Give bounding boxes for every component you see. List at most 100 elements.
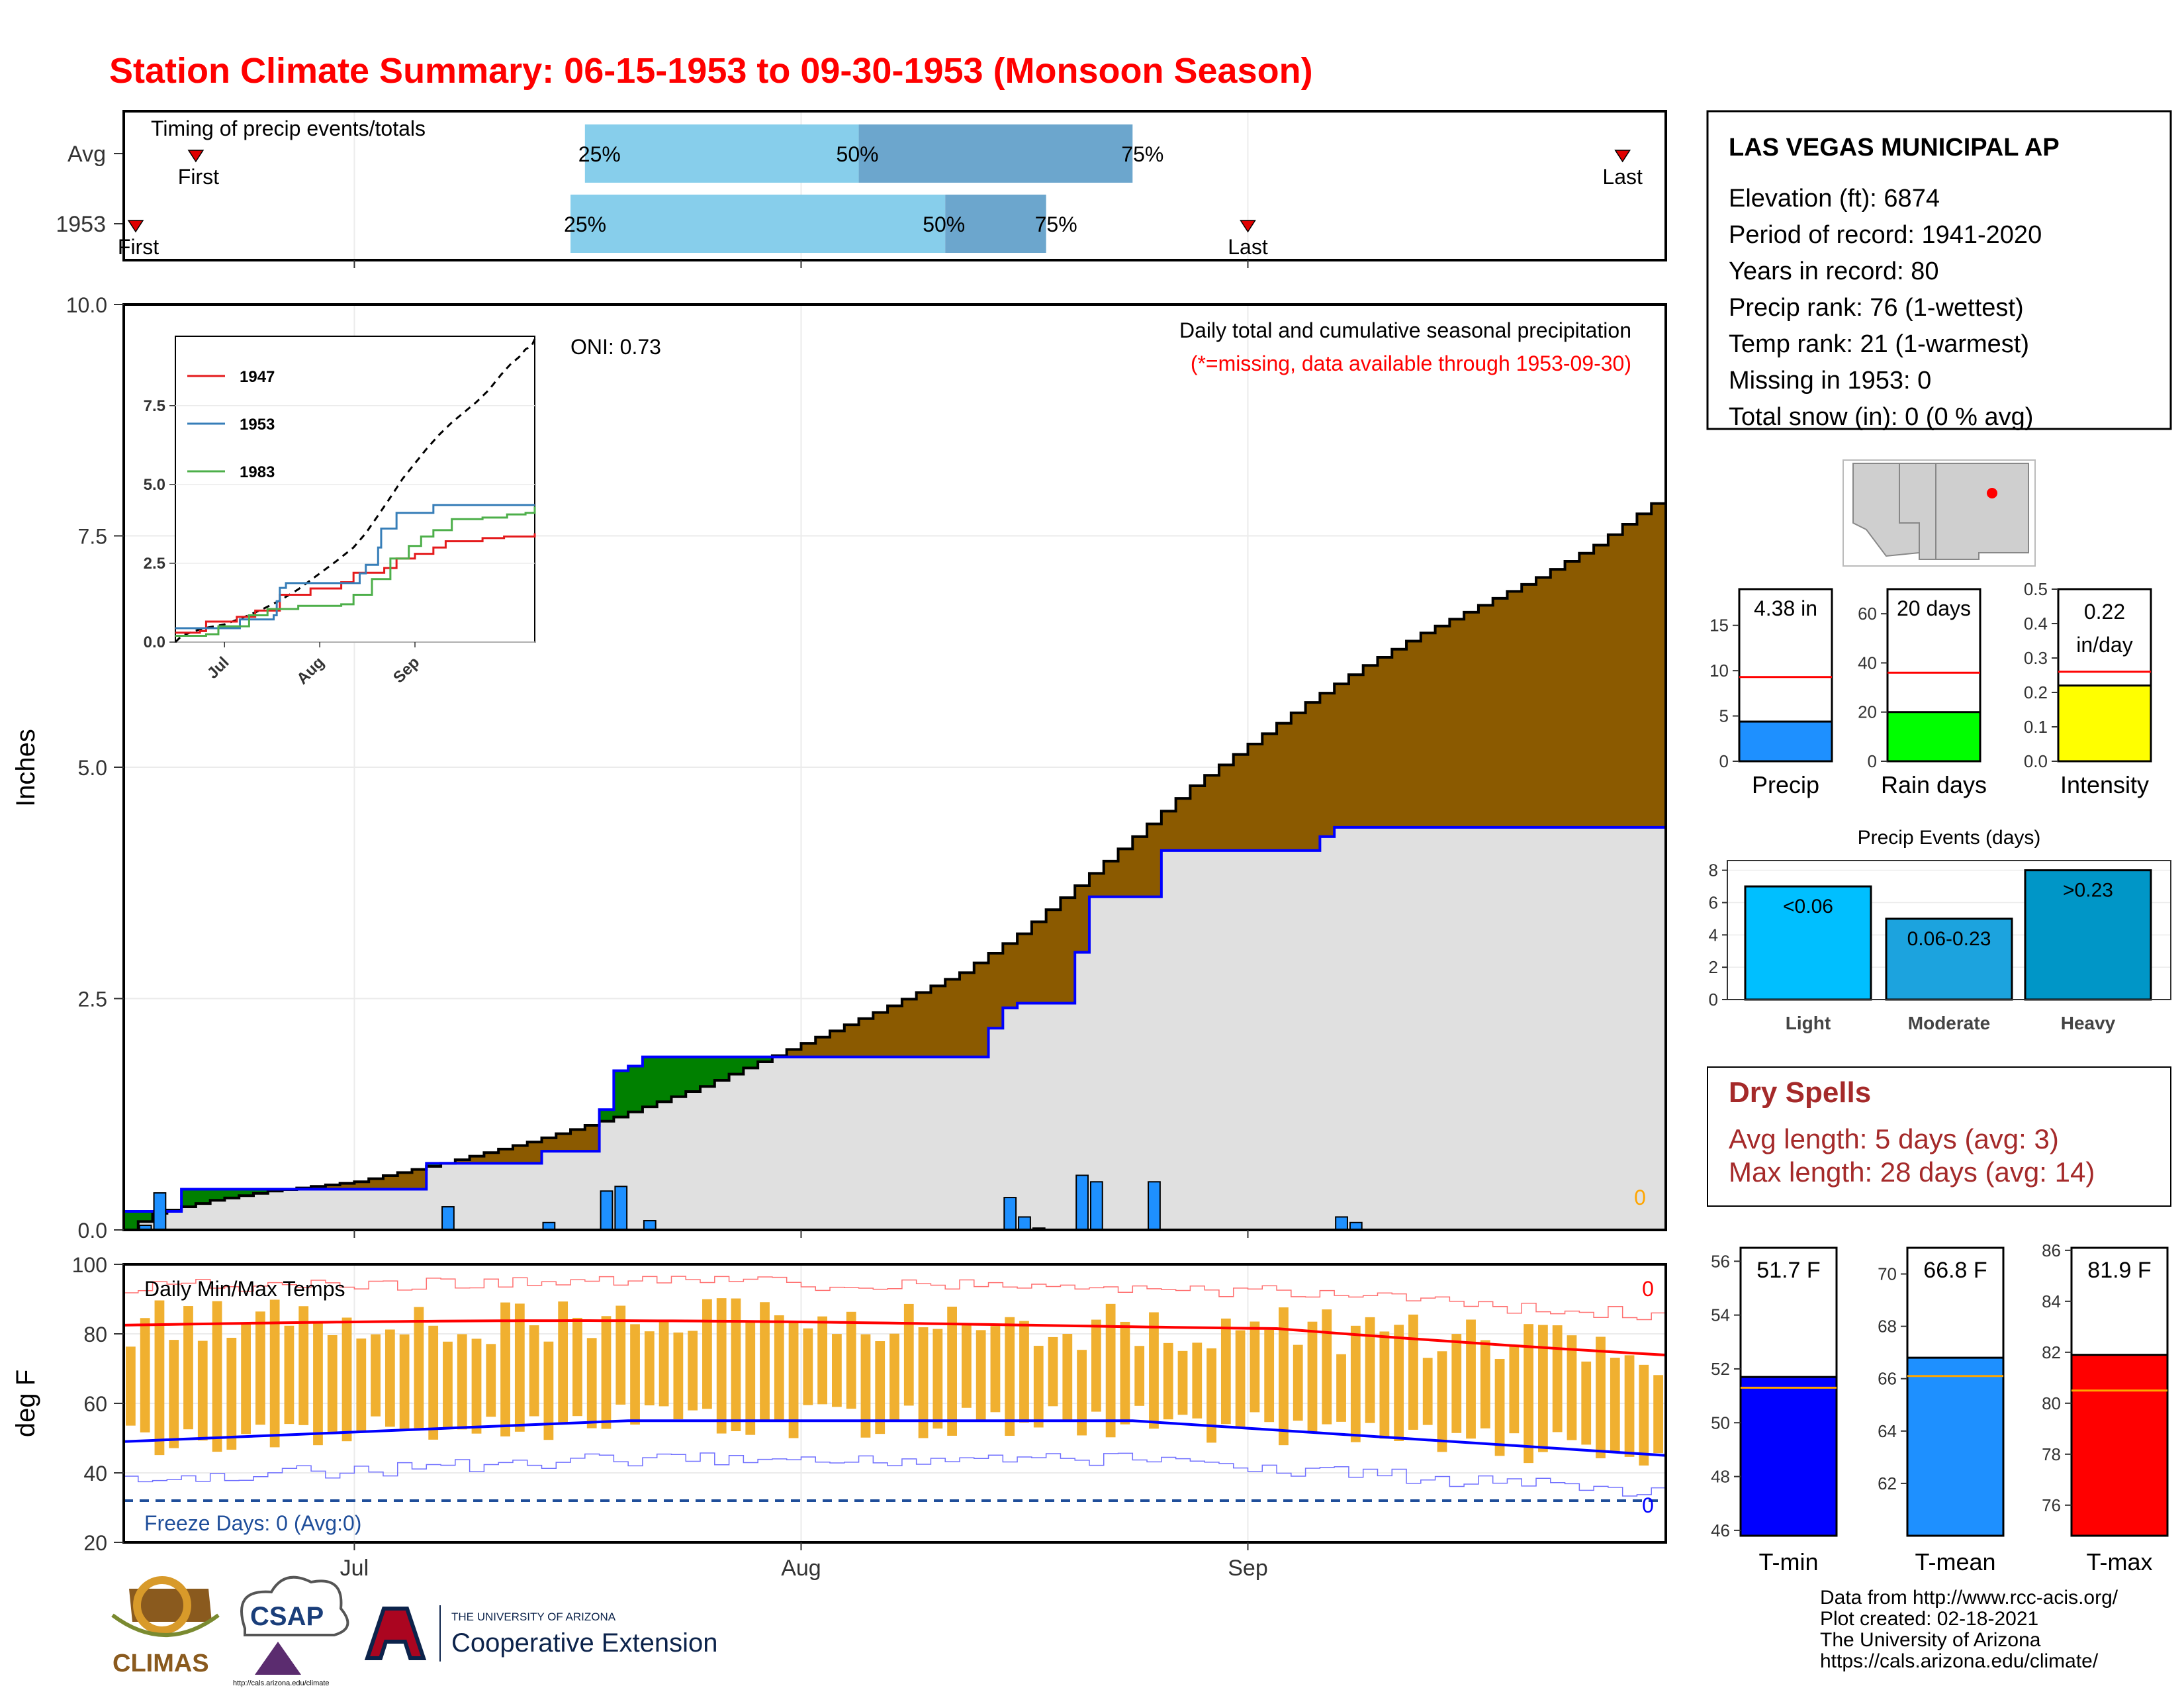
daily-temp-bar [688,1331,698,1411]
precip-y-tick-label: 2.5 [78,988,107,1011]
observed-cumulative-area [124,827,1666,1230]
event-bar-light [1744,885,1872,1001]
daily-temp-bar [1480,1340,1490,1429]
daily-precip-bar [1003,1197,1017,1231]
daily-temp-bar [990,1326,1001,1413]
daily-temp-bar [1639,1364,1649,1466]
csap-mountain [255,1642,301,1675]
inset-y-tick-label: 5.0 [144,476,165,494]
precip-events-panel: Precip Events (days) <0.06 Light 0.06-0.23 M… [1709,827,2171,1033]
daily-temp-bar [1220,1318,1231,1425]
daily-precip-bar [600,1190,614,1231]
station-years: Years in record: 80 [1729,258,1939,285]
daily-temp-bar [154,1300,165,1456]
ua-logo: THE UNIVERSITY OF ARIZONA Cooperative Ex… [364,1605,717,1662]
daily-temp-bar [1365,1317,1375,1423]
daily-temp-bar [1408,1314,1418,1430]
daily-temp-bar [875,1341,886,1434]
ua-large-text: Cooperative Extension [451,1628,717,1658]
inset-y-tick-label: 2.5 [144,555,165,573]
timing-frame [122,110,1667,261]
daily-temp-bar [414,1307,424,1430]
climas-logo-swoosh [111,1613,220,1637]
tsum-value-bar-2 [2070,1354,2169,1537]
precip-y-tick-label: 0.0 [78,1219,107,1243]
locator-map [1843,459,2036,567]
daily-precip-bar [441,1206,455,1231]
daily-temp-bar [1250,1321,1260,1413]
daily-temp-bar [1048,1336,1058,1407]
daily-temp-bar [169,1340,179,1448]
dry-spells-frame [1707,1066,2171,1207]
summary-value-text-0: 4.38 in [1754,596,1817,620]
footer-line-data: Data from http://www.rcc-acis.org/ [1820,1587,2118,1609]
summary-y-tick-label: 40 [1858,653,1877,673]
csap-url: http://cals.arizona.edu/climate [233,1679,330,1687]
daily-temp-bar [1552,1325,1563,1432]
dry-spells-max: Max length: 28 days (avg: 14) [1729,1156,2095,1188]
tsum-y-tick-label: 80 [2042,1393,2061,1413]
temp-y-tick-label: 100 [72,1253,107,1277]
tsum-category-label-0: T-min [1759,1548,1819,1575]
inset-average-line [174,338,536,643]
daily-temp-bar [284,1325,295,1425]
ua-a-mark [364,1607,427,1660]
event-bar-heavy [2024,869,2152,1001]
daily-temp-bar [947,1306,957,1436]
summary-value-bar-1 [1886,711,1981,763]
tsum-value-text-0: 51.7 F [1756,1258,1820,1283]
daily-temp-bar [1379,1331,1390,1439]
daily-temp-bar [1596,1336,1606,1458]
temp-y-tick-label: 40 [83,1462,107,1485]
figure-title: Station Climate Summary: 06-15-1953 to 0… [109,51,1313,91]
tsum-y-tick-label: 56 [1711,1251,1730,1271]
inset-series-line-1983 [175,506,536,637]
daily-temp-bar [803,1328,813,1405]
summary-y-tick-label: 0 [1719,751,1729,771]
daily-temp-bar [428,1325,439,1440]
daily-temp-bar [1581,1361,1592,1445]
record-high-line [124,1276,1666,1321]
events-y-tick-label: 2 [1709,957,1718,977]
tsum-y-tick-label: 48 [1711,1467,1730,1487]
daily-temp-bar [514,1303,525,1432]
daily-temp-bar [1005,1317,1015,1436]
station-info-frame [1706,110,2172,430]
daily-temp-bar [1134,1346,1145,1406]
csap-logo-text: CSAP [250,1602,324,1631]
daily-temp-bar [644,1331,655,1405]
events-frame [1727,860,2171,1000]
daily-temp-bar [586,1338,597,1429]
daily-temp-bar [1567,1335,1577,1440]
daily-temp-bar [716,1298,727,1434]
tsum-y-tick-label: 62 [1878,1474,1897,1493]
station-period: Period of record: 1941-2020 [1729,221,2042,249]
tsum-y-tick-label: 66 [1878,1369,1897,1389]
timing-bar-25-50 [584,124,859,183]
summary-y-tick-label: 0.1 [2024,717,2048,737]
temp-panel-label: Daily Min/Max Temps [144,1277,345,1301]
daily-temp-bar [1163,1342,1173,1420]
daily-temp-bar [860,1334,871,1438]
daily-temp-bar [1437,1351,1447,1452]
inset-series-line-1947 [175,533,536,634]
event-bar-label: 0.06-0.23 [1907,928,1991,950]
daily-temp-bar [846,1311,856,1409]
inset-legend-label: 1953 [240,416,275,434]
temp-x-tick-label: Aug [781,1556,821,1581]
daily-temp-bar [1394,1325,1404,1441]
daily-temp-bar [918,1327,929,1438]
summary-y-tick-label: 0 [1868,751,1877,771]
tsum-value-bar-0 [1739,1376,1838,1537]
daily-temp-bar [1653,1375,1663,1454]
last-event-marker [1240,220,1256,233]
station-temp-rank: Temp rank: 21 (1-warmest) [1729,330,2029,358]
precip-y-tick-label: 10.0 [66,293,107,317]
daily-temp-bar [126,1346,136,1426]
daily-temp-bar [1610,1358,1620,1452]
daily-temp-bar [327,1335,338,1434]
tsum-value-text-1: 66.8 F [1923,1258,1987,1283]
first-event-label: First [178,165,219,189]
